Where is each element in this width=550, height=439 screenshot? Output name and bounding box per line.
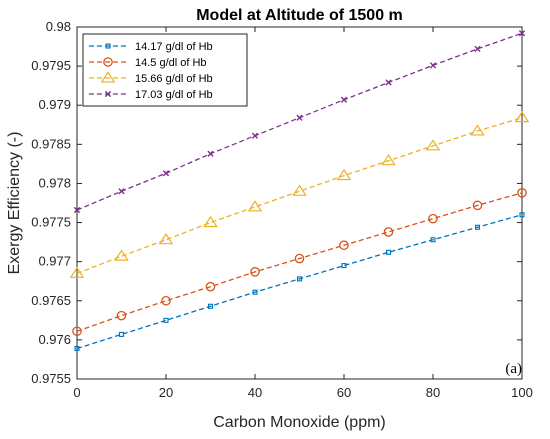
y-tick-label: 0.979: [38, 97, 71, 112]
data-point-square: [207, 303, 214, 309]
data-point-triangle: [69, 266, 85, 278]
y-tick-label: 0.9775: [31, 215, 71, 230]
legend-label: 17.03 g/dl of Hb: [135, 89, 213, 101]
data-point-x: [73, 206, 81, 214]
legend-label: 14.5 g/dl of Hb: [135, 57, 207, 69]
data-point-square: [163, 317, 169, 323]
y-axis: 0.9755 0.976 0.9765 0.977 0.9775 0.978 0.9785 0…: [31, 19, 522, 386]
legend-label: 15.66 g/dl of Hb: [135, 73, 213, 85]
data-point-triangle: [203, 215, 218, 228]
series-line: [76, 117, 523, 275]
data-point-circle: [517, 188, 527, 198]
x-axis: 0 20 40 60 80 100: [73, 27, 533, 400]
data-point-circle: [339, 240, 349, 251]
data-point-circle: [205, 281, 216, 292]
data-point-triangle: [425, 139, 441, 151]
legend-item: 15.66 g/dl of Hb: [89, 71, 213, 85]
data-point-square: [118, 331, 125, 337]
x-tick-label: 80: [426, 385, 440, 400]
series: [74, 212, 525, 352]
x-tick-label: 20: [159, 385, 173, 400]
data-point-x: [429, 62, 437, 69]
y-axis-label: Exergy Efficiency (-): [6, 132, 23, 275]
y-tick-label: 0.98: [46, 19, 71, 34]
data-point-x: [162, 170, 170, 177]
y-tick-label: 0.9755: [31, 371, 71, 386]
data-point-square: [252, 289, 258, 295]
series-layer: [69, 30, 530, 352]
x-tick-label: 40: [248, 385, 262, 400]
series: [72, 188, 527, 337]
data-point-x: [340, 96, 348, 103]
y-tick-label: 0.977: [38, 254, 71, 269]
data-point-x: [474, 45, 481, 53]
data-point-circle: [116, 310, 127, 321]
data-point-circle: [250, 267, 260, 277]
data-point-square: [385, 249, 392, 255]
data-point-x: [104, 90, 112, 98]
data-point-square: [341, 263, 347, 269]
data-point-triangle: [514, 111, 530, 123]
legend-item: 14.17 g/dl of Hb: [89, 41, 213, 53]
series-line: [76, 192, 523, 332]
series: [73, 30, 526, 214]
data-point-square: [296, 276, 303, 282]
data-point-triangle: [114, 249, 129, 261]
data-point-x: [251, 132, 259, 139]
data-point-circle: [294, 253, 305, 264]
data-point-triangle: [158, 233, 174, 245]
data-point-triangle: [470, 124, 485, 136]
data-point-triangle: [292, 184, 307, 196]
data-point-x: [385, 79, 392, 86]
data-point-circle: [472, 200, 483, 211]
data-point-square: [430, 237, 436, 243]
legend: 14.17 g/dl of Hb 14.5 g/dl of Hb 15.66 g/d…: [82, 33, 248, 107]
panel-annotation: (a): [505, 361, 522, 377]
x-tick-label: 0: [73, 385, 80, 400]
data-point-square: [105, 43, 111, 49]
y-tick-label: 0.9795: [31, 58, 71, 73]
data-point-triangle: [336, 168, 352, 181]
y-tick-label: 0.978: [38, 175, 71, 190]
data-point-x: [296, 114, 303, 121]
x-tick-label: 60: [337, 385, 351, 400]
legend-item: 14.5 g/dl of Hb: [89, 57, 207, 69]
data-point-circle: [103, 57, 113, 67]
series-line: [76, 214, 523, 350]
data-point-square: [74, 345, 80, 352]
x-tick-label: 100: [511, 385, 533, 400]
data-point-circle: [428, 213, 438, 224]
series: [69, 111, 530, 278]
y-tick-label: 0.976: [38, 332, 71, 347]
data-point-square: [519, 212, 525, 218]
x-axis-label: Carbon Monoxide (ppm): [213, 414, 386, 431]
y-tick-label: 0.9785: [31, 136, 71, 151]
data-point-circle: [383, 227, 394, 237]
data-point-circle: [72, 326, 82, 337]
data-point-x: [518, 30, 526, 37]
data-point-triangle: [100, 71, 116, 83]
chart-title: Model at Altitude of 1500 m: [196, 7, 403, 24]
legend-item: 17.03 g/dl of Hb: [89, 89, 213, 101]
data-point-triangle: [247, 200, 263, 212]
data-point-square: [474, 224, 481, 230]
legend-label: 14.17 g/dl of Hb: [135, 41, 213, 53]
data-point-triangle: [381, 154, 396, 166]
y-tick-label: 0.9765: [31, 293, 71, 308]
data-point-x: [118, 188, 125, 195]
data-point-x: [207, 150, 214, 157]
data-point-circle: [161, 295, 171, 306]
